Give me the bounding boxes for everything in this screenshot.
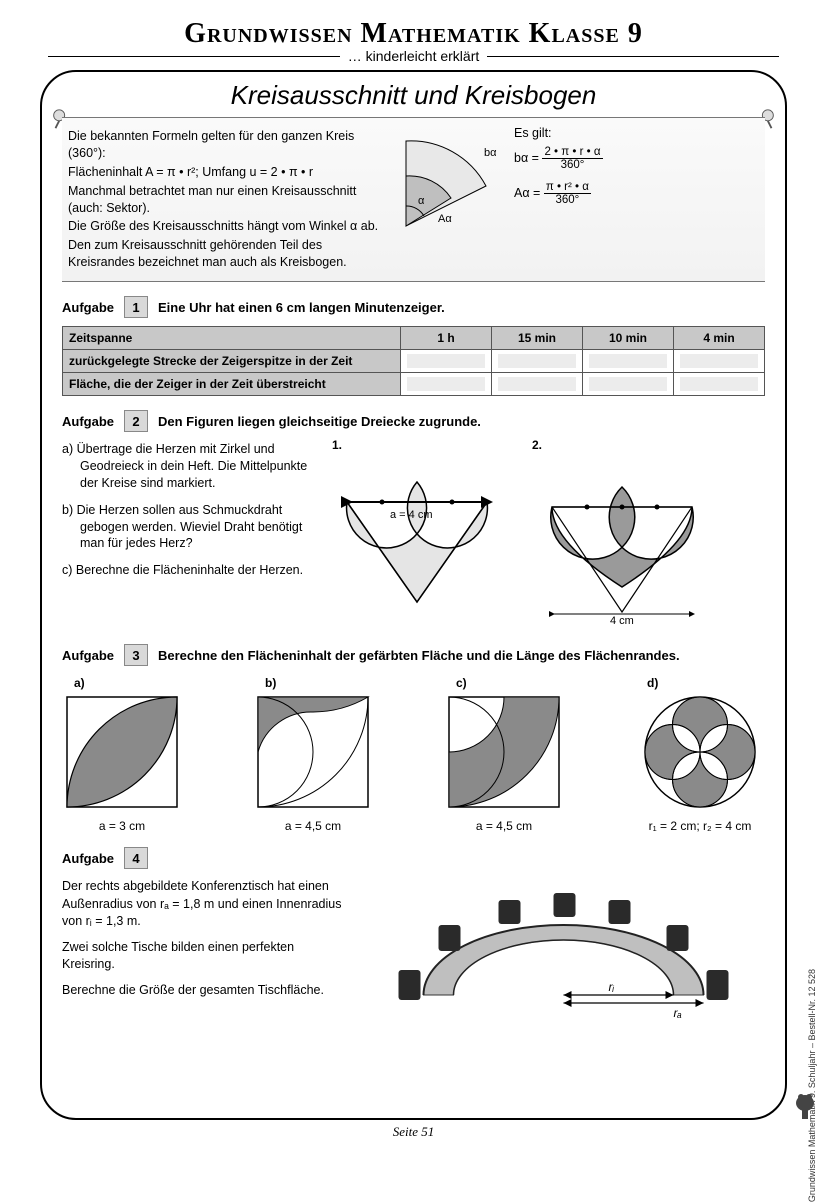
blank-cell[interactable] [492,350,583,373]
th-col: 4 min [674,327,765,350]
formula-A-num: π • r² • α [544,181,591,194]
task-number: 3 [124,644,148,666]
task4-p2: Zwei solche Tische bilden einen perfekte… [62,939,342,974]
task3-figures: a) a = 3 cm b) a = 4,5 cm c) [62,676,765,833]
fig-label: 2. [532,438,712,452]
svg-text:a = 4 cm: a = 4 cm [390,509,433,521]
th-col: 10 min [583,327,674,350]
task2-b: b) Die Herzen sollen aus Schmuckdraht ge… [80,502,312,553]
publisher-logo-icon [793,1093,817,1121]
sector-diagram: α Aα bα [396,126,506,273]
formula-A-den: 360° [544,194,591,206]
info-box: Die bekannten Formeln gelten für den gan… [62,117,765,282]
fig-label: 1. [332,438,502,452]
formulas: Es gilt: bα = 2 • π • r • α360° Aα = π •… [514,126,759,273]
info-line: Den zum Kreisausschnitt gehörenden Teil … [68,237,388,271]
task4-p3: Berechne die Größe der gesamten Tischflä… [62,982,342,1000]
task1-head: Aufgabe 1 Eine Uhr hat einen 6 cm langen… [62,296,765,318]
subtitle: … kinderleicht erklärt [348,48,480,64]
subtitle-row: … kinderleicht erklärt [40,48,787,64]
task-prompt: Eine Uhr hat einen 6 cm langen Minutenze… [158,300,765,315]
blank-cell[interactable] [583,350,674,373]
heart-figure-1: 1. a = 4 cm [332,438,502,630]
side-text: Grundwissen Mathematik 9. Schuljahr – Be… [807,969,817,1202]
conference-table-diagram: rᵢ rₐ [362,875,765,1025]
task4-p1: Der rechts abgebildete Konferenztisch ha… [62,878,342,931]
task-label: Aufgabe [62,414,114,429]
alpha-label: α [418,195,425,207]
fig-b: b) a = 4,5 cm [253,676,373,833]
row-label: zurückgelegte Strecke der Zeigerspitze i… [63,350,401,373]
task-prompt: Den Figuren liegen gleichseitige Dreieck… [158,414,765,429]
page-footer: Seite 51 [40,1124,787,1140]
svg-text:rₐ: rₐ [674,1006,682,1020]
task-number: 1 [124,296,148,318]
fig-a: a) a = 3 cm [62,676,182,833]
blank-cell[interactable] [583,373,674,396]
blank-cell[interactable] [674,350,765,373]
A-label: Aα [438,213,452,225]
heart-figure-2: 2. 4 cm [532,438,712,630]
fig-c: c) a = 4,5 cm [444,676,564,833]
th-col: 15 min [492,327,583,350]
fig-caption: a = 3 cm [62,819,182,833]
formula-b-lhs: bα = [514,151,539,165]
task-label: Aufgabe [62,648,114,663]
info-line: Manchmal betrachtet man nur einen Kreisa… [68,183,388,217]
formula-b-num: 2 • π • r • α [542,146,602,159]
main-title: Grundwissen Mathematik Klasse 9 [40,18,787,50]
b-label: bα [484,147,497,159]
task2-body: a) Übertrage die Herzen mit Zirkel und G… [62,438,765,630]
task-number: 4 [124,847,148,869]
task-label: Aufgabe [62,300,114,315]
task2-c: c) Berechne die Flächeninhalte der Herze… [80,562,312,579]
fig-letter: a) [62,676,182,690]
fig-d: d) r₁ = 2 cm; r₂ = 4 cm [635,676,765,833]
svg-text:rᵢ: rᵢ [609,980,615,994]
task2-head: Aufgabe 2 Den Figuren liegen gleichseiti… [62,410,765,432]
task3-head: Aufgabe 3 Berechne den Flächeninhalt der… [62,644,765,666]
task1-table: Zeitspanne 1 h 15 min 10 min 4 min zurüc… [62,326,765,396]
task4-body: Der rechts abgebildete Konferenztisch ha… [62,875,765,1025]
info-text: Die bekannten Formeln gelten für den gan… [68,126,388,273]
blank-cell[interactable] [401,373,492,396]
fig-letter: c) [444,676,564,690]
formula-b-den: 360° [542,159,602,171]
task-prompt: Berechne den Flächeninhalt der gefärbten… [158,648,765,663]
info-line: Die Größe des Kreisausschnitts hängt vom… [68,218,388,235]
th-zeitspanne: Zeitspanne [63,327,401,350]
blank-cell[interactable] [492,373,583,396]
info-line: Die bekannten Formeln gelten für den gan… [68,128,388,162]
th-col: 1 h [401,327,492,350]
fig-letter: d) [635,676,765,690]
task4-head: Aufgabe 4 [62,847,765,869]
fig-caption: r₁ = 2 cm; r₂ = 4 cm [635,819,765,833]
task2-a: a) Übertrage die Herzen mit Zirkel und G… [80,441,312,492]
row-label: Fläche, die der Zeiger in der Zeit übers… [63,373,401,396]
formula-intro: Es gilt: [514,126,759,140]
topic-title: Kreisausschnitt und Kreisbogen [62,80,765,111]
fig-letter: b) [253,676,373,690]
blank-cell[interactable] [674,373,765,396]
page: Grundwissen Mathematik Klasse 9 … kinder… [0,0,827,1169]
blank-cell[interactable] [401,350,492,373]
formula-A-lhs: Aα = [514,186,540,200]
fig-caption: a = 4,5 cm [444,819,564,833]
svg-text:4 cm: 4 cm [610,615,634,627]
task-label: Aufgabe [62,851,114,866]
fig-caption: a = 4,5 cm [253,819,373,833]
info-line: Flächeninhalt A = π • r²; Umfang u = 2 •… [68,164,388,181]
content-frame: Kreisausschnitt und Kreisbogen Die bekan… [40,70,787,1120]
task-number: 2 [124,410,148,432]
